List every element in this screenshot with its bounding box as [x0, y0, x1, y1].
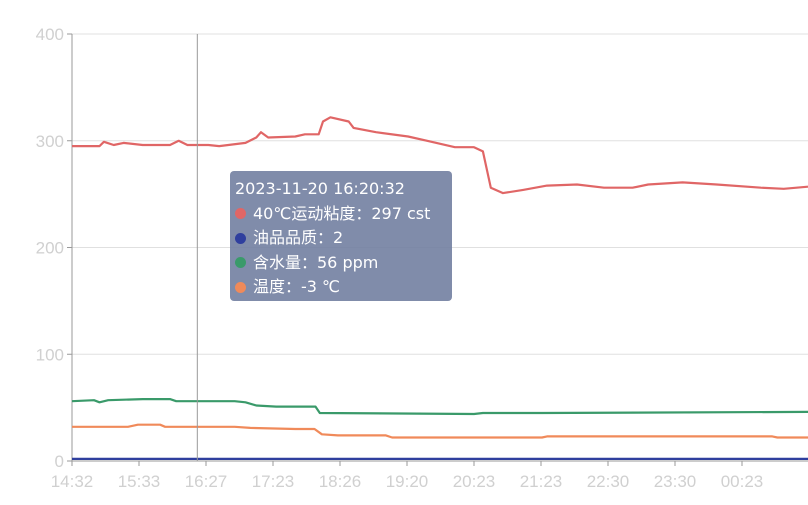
y-tick-label: 0: [55, 452, 64, 471]
tooltip-row-label: 油品品质：2: [253, 228, 344, 247]
x-tick-label: 17:23: [252, 472, 295, 491]
x-tick-label: 15:33: [118, 472, 161, 491]
x-tick-label: 00:23: [721, 472, 764, 491]
y-tick-label: 300: [36, 132, 64, 151]
tooltip-row: 温度：-3 ℃: [235, 275, 452, 300]
x-tick-label: 22:30: [587, 472, 630, 491]
x-tick-label: 20:23: [453, 472, 496, 491]
x-tick-label: 19:20: [386, 472, 429, 491]
series-dot-icon: [235, 257, 246, 269]
tooltip-row: 油品品质：2: [235, 226, 452, 251]
x-tick-label: 23:30: [654, 472, 697, 491]
grid: [72, 33, 808, 355]
tooltip-row-label: 含水量：56 ppm: [253, 252, 379, 272]
x-tick-label: 21:23: [520, 472, 563, 491]
x-axis: 14:32 15:33 16:27 17:23 18:26 19:20 20:23 21:23…: [51, 460, 808, 491]
series-dot-icon: [235, 232, 246, 244]
tooltip-row: 含水量：56 ppm: [235, 251, 452, 276]
tooltip: 2023-11-20 16:20:32 40℃运动粘度：297 cst 油品品质…: [230, 171, 452, 301]
x-tick-label: 18:26: [319, 472, 362, 491]
y-tick-label: 400: [36, 25, 64, 44]
series-lines: [71, 116, 808, 460]
tooltip-row-label: 40℃运动粘度：297 cst: [253, 203, 431, 223]
series-dot-icon: [235, 208, 246, 220]
x-tick-label: 14:32: [51, 472, 94, 491]
y-tick-label: 100: [36, 345, 64, 364]
series-dot-icon: [235, 281, 246, 293]
tooltip-row: 40℃运动粘度：297 cst: [235, 202, 452, 227]
series-line: [72, 116, 808, 195]
series-line: [72, 423, 808, 439]
series-line: [71, 398, 808, 416]
tooltip-title: 2023-11-20 16:20:32: [235, 179, 405, 198]
tooltip-row-label: 温度：-3 ℃: [253, 277, 341, 296]
x-tick-label: 16:27: [185, 472, 228, 491]
y-axis: 0 100 200 300 400: [36, 25, 73, 471]
y-tick-label: 200: [36, 239, 64, 258]
